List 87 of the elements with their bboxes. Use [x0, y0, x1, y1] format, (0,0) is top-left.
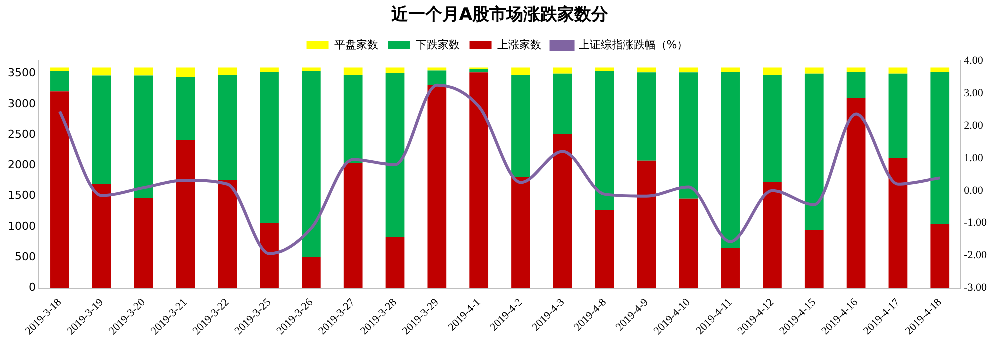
bar	[344, 75, 363, 164]
bar	[134, 68, 154, 76]
y2-tick-label: 0.00	[964, 184, 984, 197]
bar	[386, 68, 405, 74]
legend-label: 上证综指涨跌幅（%）	[578, 38, 688, 52]
chart-title: 近一个月A股市场涨跌家数分	[390, 4, 610, 27]
bar	[721, 68, 740, 72]
y2-tick-label: 1.00	[964, 152, 984, 164]
bar	[176, 140, 196, 288]
bar	[218, 180, 238, 288]
y-tick-label: 1000	[8, 220, 36, 233]
bar	[553, 74, 572, 135]
bar	[176, 68, 196, 78]
bar	[470, 68, 489, 73]
bar	[302, 71, 321, 258]
bar	[512, 68, 530, 76]
bar	[92, 76, 112, 184]
bar	[386, 73, 405, 238]
bar	[386, 237, 405, 288]
bar	[512, 75, 530, 178]
bar	[260, 223, 279, 288]
bar	[50, 71, 70, 92]
y-tick-label: 2000	[8, 158, 36, 172]
bar	[721, 72, 740, 248]
bar	[134, 198, 154, 288]
bar	[846, 68, 866, 72]
bar	[763, 182, 782, 288]
bar	[92, 184, 112, 288]
bar	[888, 74, 908, 158]
bar	[679, 198, 698, 288]
bar	[260, 72, 279, 224]
bar	[512, 177, 530, 288]
bar	[679, 72, 698, 199]
bar	[553, 134, 572, 288]
legend-label: 上涨家数	[497, 38, 542, 52]
bar	[344, 163, 363, 288]
bar	[804, 68, 824, 74]
y2-tick-label: 3.00	[964, 87, 984, 100]
bar	[50, 92, 70, 288]
bar	[50, 68, 70, 72]
bar	[92, 68, 112, 76]
y-tick-label: 2500	[8, 128, 36, 141]
bar	[302, 68, 321, 72]
bar	[930, 224, 950, 288]
bar	[679, 68, 698, 73]
bar	[846, 72, 866, 98]
bar	[763, 68, 782, 76]
bar	[260, 68, 279, 72]
y2-tick-label: 2.00	[964, 120, 984, 132]
bar	[595, 210, 614, 288]
bar	[804, 230, 824, 288]
y2-tick-label: 4.00	[964, 54, 984, 67]
bar	[470, 72, 489, 288]
y2-tick-label: -1.00	[964, 217, 988, 230]
bar	[595, 71, 614, 210]
bar	[553, 68, 572, 74]
y-tick-label: 500	[14, 250, 36, 264]
y2-tick-label: -2.00	[964, 250, 988, 262]
bar	[930, 72, 950, 225]
bar	[302, 257, 321, 288]
legend-label: 平盘家数	[334, 38, 378, 52]
y-tick-label: 1500	[8, 189, 36, 202]
bar	[218, 75, 238, 180]
bar	[428, 68, 447, 71]
bar	[218, 68, 238, 76]
bar	[721, 248, 740, 288]
y-tick-label: 3000	[8, 97, 36, 110]
bar	[344, 68, 363, 76]
bar	[930, 68, 950, 72]
bar	[888, 158, 908, 288]
y2-tick-label: -3.00	[964, 282, 988, 294]
y-tick-label: 0	[28, 281, 36, 294]
bar	[428, 86, 447, 288]
bar	[134, 76, 154, 198]
bar	[595, 68, 614, 72]
line-series	[58, 84, 942, 256]
bar	[176, 78, 196, 140]
bar	[888, 68, 908, 74]
legend-label: 下跌家数	[416, 38, 460, 52]
bar	[637, 68, 656, 73]
bar	[804, 74, 824, 230]
bar	[763, 75, 782, 182]
bar	[637, 72, 656, 161]
bar	[846, 98, 866, 288]
bar	[428, 70, 447, 86]
bar	[637, 160, 656, 288]
y-tick-label: 3500	[8, 66, 36, 80]
